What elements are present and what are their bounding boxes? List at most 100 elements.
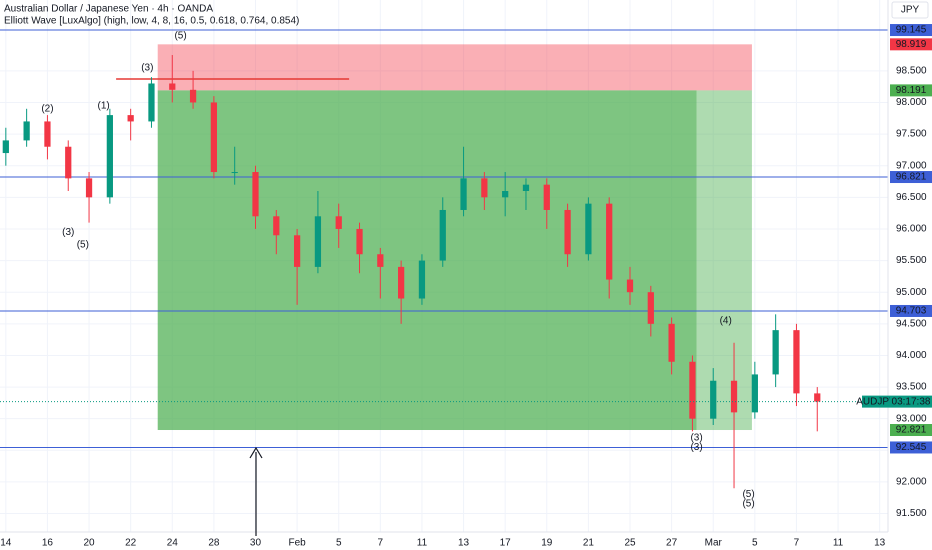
countdown-bg	[890, 395, 932, 408]
candle-body	[814, 393, 821, 402]
candle-body	[626, 279, 634, 293]
chart-title: Australian Dollar / Japanese Yen · 4h · …	[4, 4, 213, 15]
candle-body	[252, 172, 259, 217]
candle-body	[189, 89, 197, 103]
candle-body	[668, 323, 675, 362]
x-tick-label: 22	[125, 538, 137, 549]
x-tick-label: 7	[794, 538, 800, 549]
candle-body	[772, 330, 779, 375]
level-label-bg	[890, 171, 932, 184]
x-tick-label: 30	[250, 538, 262, 549]
wave-label: (4)	[720, 315, 732, 326]
candle-body	[398, 266, 405, 299]
x-tick-label: 5	[752, 538, 758, 549]
candle-body	[169, 83, 176, 90]
x-tick-label: 24	[167, 538, 179, 549]
candle-body	[85, 178, 93, 198]
candle-body	[564, 209, 571, 255]
level-label-bg	[890, 304, 932, 317]
target-zone	[157, 90, 697, 431]
candle-body	[210, 102, 218, 173]
level-label: 96.821	[896, 172, 927, 183]
target-zone-remaining	[696, 90, 752, 431]
y-tick-label: 95.000	[896, 287, 927, 298]
x-tick-label: 19	[541, 538, 553, 549]
candle-body	[106, 115, 113, 198]
position-label-bg	[890, 424, 932, 437]
x-tick-label: 13	[458, 538, 470, 549]
position-label-bg	[890, 38, 932, 51]
plot-area: (5)(3)(1)(2)(3)(5)(4)(3)(3)(5)(5)	[0, 0, 888, 532]
x-tick-label: 17	[500, 538, 512, 549]
level-label: 94.703	[896, 306, 927, 317]
candle-body	[460, 178, 467, 210]
position-label: 92.821	[896, 425, 927, 436]
wave-label: (5)	[742, 489, 754, 500]
y-tick-label: 91.500	[896, 508, 927, 519]
candle-body	[647, 292, 654, 324]
candle-body	[2, 140, 9, 154]
candle-body	[522, 184, 530, 192]
stop-zone	[157, 44, 752, 91]
candle-body	[127, 115, 134, 122]
candle-body	[751, 374, 758, 413]
wave-label: (3)	[62, 227, 74, 238]
candle-body	[418, 260, 426, 299]
position-label-bg	[890, 84, 932, 97]
candle-body	[44, 121, 51, 147]
x-tick-label: 5	[336, 538, 342, 549]
level-label: 92.545	[896, 442, 927, 453]
candle-body	[231, 172, 238, 174]
candle-body	[273, 216, 280, 236]
position-label: 98.191	[896, 85, 927, 96]
candle-body	[710, 380, 717, 419]
position-label: 98.919	[896, 39, 927, 50]
x-tick-label: 25	[624, 538, 636, 549]
candle-body	[730, 380, 738, 413]
candle-body	[606, 203, 613, 280]
level-label-bg	[890, 24, 932, 37]
y-tick-label: 93.000	[896, 413, 927, 424]
candle-body	[65, 146, 72, 179]
wave-label: (1)	[97, 100, 109, 111]
x-tick-label: Feb	[288, 538, 306, 549]
x-tick-label: 28	[208, 538, 220, 549]
wave-label: (3)	[690, 432, 702, 443]
candle-body	[148, 83, 155, 122]
wave-label: (3)	[690, 442, 702, 453]
wave-label: (5)	[174, 31, 186, 42]
y-tick-label: 98.000	[896, 97, 927, 108]
x-tick-label: 20	[83, 538, 95, 549]
x-tick-label: 11	[417, 538, 428, 549]
y-tick-label: 97.000	[896, 160, 927, 171]
y-tick-label: 93.500	[896, 382, 927, 393]
wave-label: (5)	[77, 239, 89, 250]
current-symbol: AUDJPY	[856, 396, 896, 407]
x-tick-label: 16	[42, 538, 54, 549]
candle-body	[502, 191, 509, 198]
x-tick-label: Mar	[705, 538, 723, 549]
arrow-head	[249, 446, 263, 459]
wave-label: (5)	[742, 499, 754, 510]
candle-body	[293, 235, 301, 267]
wave-label: (2)	[41, 103, 53, 114]
x-tick-label: 11	[833, 538, 844, 549]
currency-button[interactable]	[891, 1, 929, 19]
candle-body	[481, 178, 488, 198]
candle-body	[689, 361, 696, 419]
level-label-bg	[890, 441, 932, 454]
wave-label: (3)	[141, 62, 153, 73]
candle-body	[377, 254, 384, 267]
candle-body	[585, 203, 592, 255]
y-tick-label: 96.000	[896, 224, 927, 235]
candle-body	[23, 121, 30, 141]
current-symbol-bg	[862, 395, 890, 408]
y-tick-label: 92.000	[896, 477, 927, 488]
y-tick-label: 98.500	[896, 65, 927, 76]
indicator-label: Elliott Wave [LuxAlgo] (high, low, 4, 8,…	[4, 16, 299, 27]
candle-body	[543, 184, 550, 210]
x-tick-label: 14	[0, 538, 12, 549]
y-tick-label: 94.500	[896, 318, 927, 329]
x-tick-label: 7	[378, 538, 384, 549]
